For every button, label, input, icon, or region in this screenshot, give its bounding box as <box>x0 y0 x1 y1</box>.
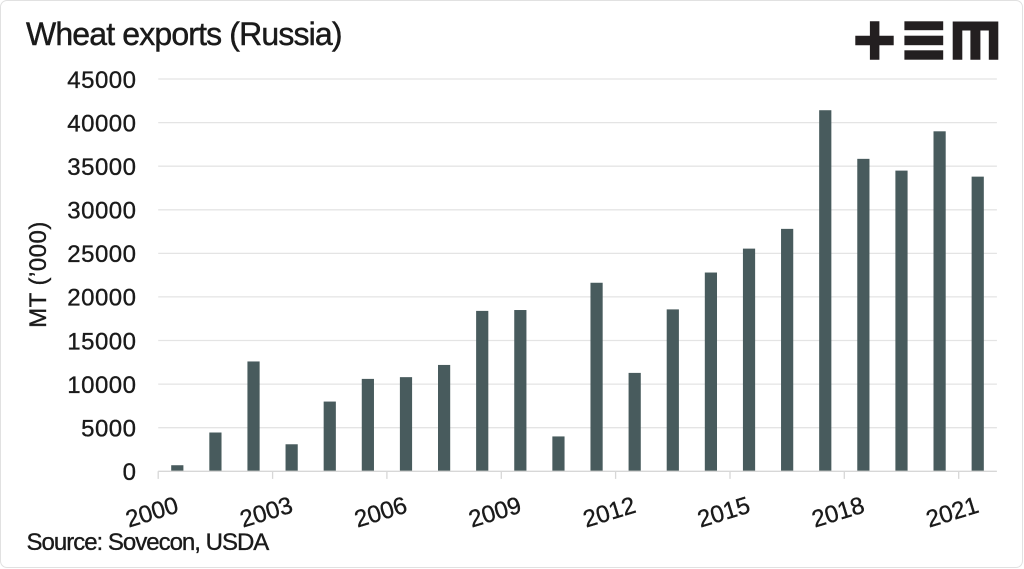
svg-text:2009: 2009 <box>466 492 525 533</box>
svg-text:MT (’000): MT (’000) <box>25 221 52 328</box>
svg-text:20000: 20000 <box>67 285 136 312</box>
svg-text:40000: 40000 <box>67 110 136 137</box>
svg-text:2012: 2012 <box>580 492 639 533</box>
svg-text:35000: 35000 <box>67 154 136 181</box>
svg-text:2015: 2015 <box>694 492 753 533</box>
svg-text:0: 0 <box>123 459 137 486</box>
svg-text:2003: 2003 <box>237 492 296 533</box>
svg-text:45000: 45000 <box>67 67 136 94</box>
svg-text:5000: 5000 <box>81 416 136 443</box>
svg-text:30000: 30000 <box>67 198 136 225</box>
svg-text:2000: 2000 <box>123 492 182 533</box>
svg-text:15000: 15000 <box>67 328 136 355</box>
svg-text:10000: 10000 <box>67 372 136 399</box>
svg-text:2021: 2021 <box>923 492 982 533</box>
svg-text:2006: 2006 <box>351 492 410 533</box>
svg-text:2018: 2018 <box>809 492 868 533</box>
svg-text:25000: 25000 <box>67 241 136 268</box>
